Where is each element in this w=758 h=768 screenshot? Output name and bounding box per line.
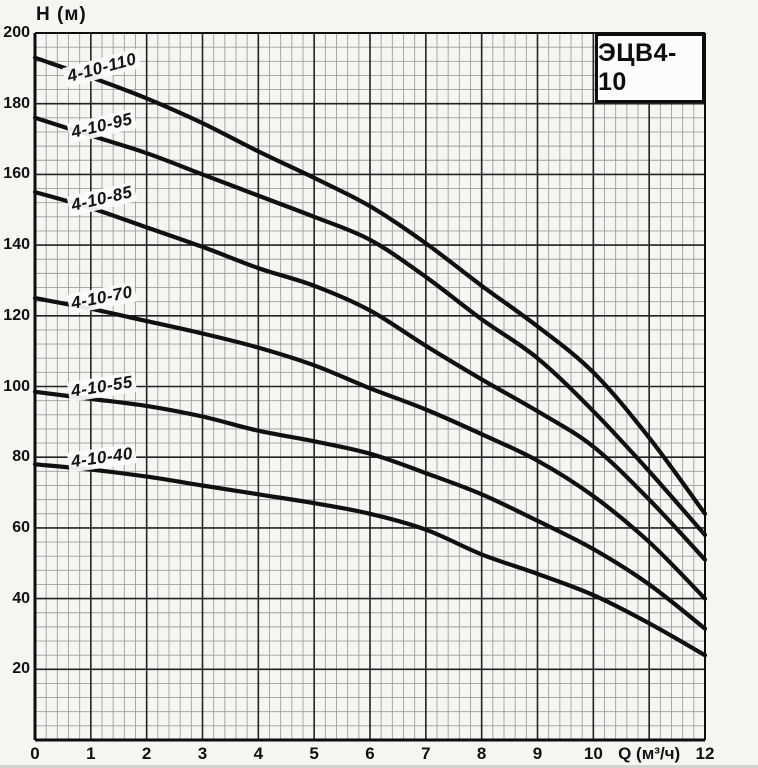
x-tick-label-5: 5 <box>309 744 319 763</box>
x-axis-title: Q (м³/ч) <box>618 744 681 763</box>
y-tick-label-100: 100 <box>3 377 30 395</box>
y-tick-label-20: 20 <box>12 660 30 678</box>
pump-curve-4-10-110 <box>32 55 708 516</box>
y-tick-label-140: 140 <box>3 236 30 254</box>
pump-series-title: ЭЦВ4-10 <box>598 39 677 96</box>
x-tick-label-12: 12 <box>695 744 715 763</box>
x-tick-label-9: 9 <box>532 744 543 763</box>
y-tick-label-60: 60 <box>12 518 30 536</box>
x-tick-label-7: 7 <box>421 744 431 763</box>
pump-curve-4-10-95 <box>32 115 708 538</box>
x-tick-label-6: 6 <box>365 744 375 763</box>
y-axis-title: H (м) <box>36 4 87 25</box>
pump-series-title-box: ЭЦВ4-10 <box>595 33 705 103</box>
x-tick-label-4: 4 <box>253 744 264 763</box>
y-tick-label-200: 200 <box>3 24 30 41</box>
y-tick-label-80: 80 <box>12 448 30 466</box>
pump-curve-4-10-70 <box>32 296 708 601</box>
y-tick-label-180: 180 <box>3 94 30 112</box>
pump-curve-4-10-40 <box>32 462 708 658</box>
y-tick-label-160: 160 <box>3 165 30 183</box>
x-tick-label-0: 0 <box>30 744 40 763</box>
y-tick-label-40: 40 <box>12 589 30 607</box>
y-tick-label-120: 120 <box>3 306 30 324</box>
scan-edge-artifact <box>0 765 758 768</box>
pump-curve-4-10-55 <box>32 389 708 631</box>
pump-curve-4-10-85 <box>32 190 708 562</box>
x-tick-label-8: 8 <box>476 744 487 763</box>
x-tick-label-10: 10 <box>583 744 603 763</box>
x-tick-label-2: 2 <box>141 744 152 763</box>
x-tick-label-3: 3 <box>197 744 208 763</box>
x-tick-label-1: 1 <box>86 744 96 763</box>
